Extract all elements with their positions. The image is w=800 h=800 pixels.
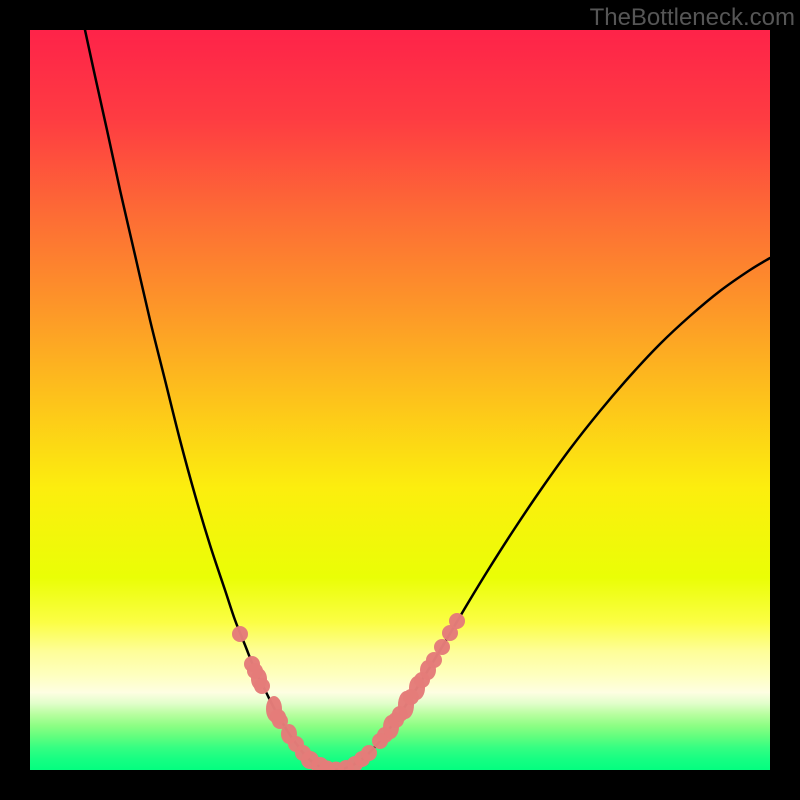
- curve-marker: [232, 626, 248, 642]
- curve-marker: [254, 678, 270, 694]
- plot-area: [30, 30, 770, 770]
- plot-background: [30, 30, 770, 770]
- watermark-text: TheBottleneck.com: [590, 4, 795, 32]
- curve-marker: [449, 613, 465, 629]
- chart-canvas: TheBottleneck.com: [0, 0, 800, 800]
- plot-svg: [30, 30, 770, 770]
- curve-marker: [434, 639, 450, 655]
- curve-marker: [361, 745, 377, 761]
